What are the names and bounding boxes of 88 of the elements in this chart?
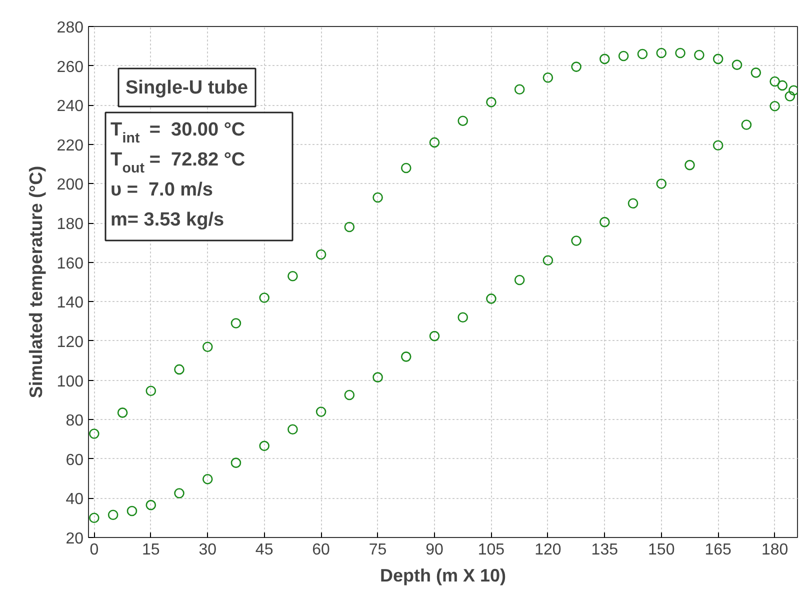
point bbox=[684, 160, 695, 170]
point bbox=[600, 216, 610, 228]
point bbox=[542, 255, 554, 266]
point bbox=[732, 60, 742, 70]
point bbox=[712, 140, 724, 151]
y-tick-label: 100 bbox=[56, 373, 84, 390]
annotation: υ = 7.0 m/s bbox=[110, 180, 213, 200]
point bbox=[637, 48, 648, 60]
x-tick-label: 165 bbox=[704, 542, 732, 558]
point bbox=[372, 372, 383, 382]
y-tick-label: 40 bbox=[66, 491, 84, 508]
x-tick-label: 75 bbox=[368, 542, 387, 558]
point bbox=[288, 424, 298, 435]
point bbox=[400, 352, 412, 362]
point bbox=[117, 408, 128, 418]
point bbox=[429, 137, 440, 148]
y-tick-label: 160 bbox=[56, 255, 84, 272]
point bbox=[230, 458, 242, 468]
point bbox=[770, 100, 780, 112]
point bbox=[675, 48, 686, 58]
point bbox=[146, 500, 156, 510]
point bbox=[89, 512, 100, 523]
point bbox=[514, 84, 525, 95]
point bbox=[146, 386, 156, 396]
point bbox=[202, 342, 213, 352]
point bbox=[618, 50, 629, 62]
x-tick-label: 105 bbox=[478, 542, 505, 558]
point bbox=[542, 72, 554, 83]
point bbox=[259, 292, 270, 303]
point bbox=[372, 192, 383, 203]
annotation: Single-U tube bbox=[126, 78, 248, 98]
y-tick-label: 180 bbox=[56, 216, 84, 234]
point bbox=[741, 120, 752, 130]
point bbox=[600, 54, 610, 64]
point bbox=[656, 48, 667, 58]
x-tick-label: 15 bbox=[142, 542, 160, 558]
point bbox=[174, 488, 184, 498]
x-tick-label: 90 bbox=[426, 542, 444, 558]
x-axis-title: Depth (m X 10) bbox=[380, 566, 506, 586]
point bbox=[202, 474, 213, 484]
x-tick-label: 30 bbox=[198, 542, 217, 558]
point bbox=[571, 236, 582, 246]
point bbox=[458, 116, 468, 126]
point bbox=[230, 318, 242, 328]
x-tick-label: 180 bbox=[761, 542, 788, 558]
x-tick-label: 60 bbox=[312, 542, 330, 558]
point bbox=[750, 68, 762, 78]
point bbox=[259, 440, 270, 452]
point bbox=[126, 506, 138, 516]
y-tick-label: 140 bbox=[56, 294, 84, 312]
point bbox=[571, 62, 582, 72]
x-tick-label: 0 bbox=[90, 542, 99, 558]
point bbox=[656, 178, 667, 189]
point bbox=[486, 97, 496, 108]
point bbox=[400, 162, 412, 174]
x-tick-label: 150 bbox=[648, 542, 675, 558]
y-tick-label: 120 bbox=[56, 334, 84, 351]
point bbox=[770, 76, 780, 87]
y-axis-title: Simulated temperature (°C) bbox=[26, 166, 46, 398]
point bbox=[316, 249, 326, 260]
point bbox=[777, 80, 788, 91]
y-tick-label: 240 bbox=[56, 98, 84, 116]
annotation: m= 3.53 kg/s bbox=[110, 210, 224, 230]
y-tick-label: 280 bbox=[56, 20, 84, 36]
point bbox=[458, 312, 468, 323]
point bbox=[628, 198, 638, 209]
point bbox=[429, 330, 440, 342]
y-tick-label: 200 bbox=[56, 176, 84, 194]
point bbox=[316, 406, 326, 417]
point bbox=[486, 294, 496, 304]
point bbox=[89, 428, 100, 439]
point bbox=[694, 50, 704, 60]
y-tick-label: 220 bbox=[56, 137, 84, 154]
point bbox=[288, 270, 298, 282]
y-tick-label: 80 bbox=[66, 412, 84, 430]
point bbox=[108, 510, 118, 520]
y-tick-label: 260 bbox=[56, 58, 84, 76]
x-tick-label: 135 bbox=[591, 542, 618, 558]
point bbox=[174, 364, 184, 375]
point bbox=[344, 390, 355, 400]
x-tick-label: 45 bbox=[255, 542, 274, 558]
point bbox=[344, 222, 355, 232]
x-tick-label: 120 bbox=[534, 542, 562, 558]
point bbox=[712, 54, 724, 64]
y-tick-label: 60 bbox=[66, 452, 84, 469]
point bbox=[784, 91, 796, 102]
y-tick-label: 20 bbox=[66, 530, 84, 548]
point bbox=[514, 274, 525, 286]
